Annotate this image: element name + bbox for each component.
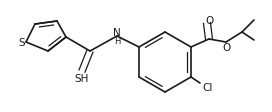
Text: Cl: Cl	[203, 82, 213, 92]
Text: O: O	[223, 43, 231, 53]
Text: SH: SH	[75, 73, 89, 83]
Text: O: O	[206, 16, 214, 26]
Text: S: S	[19, 38, 25, 48]
Text: N: N	[113, 28, 121, 38]
Text: H: H	[114, 37, 120, 46]
